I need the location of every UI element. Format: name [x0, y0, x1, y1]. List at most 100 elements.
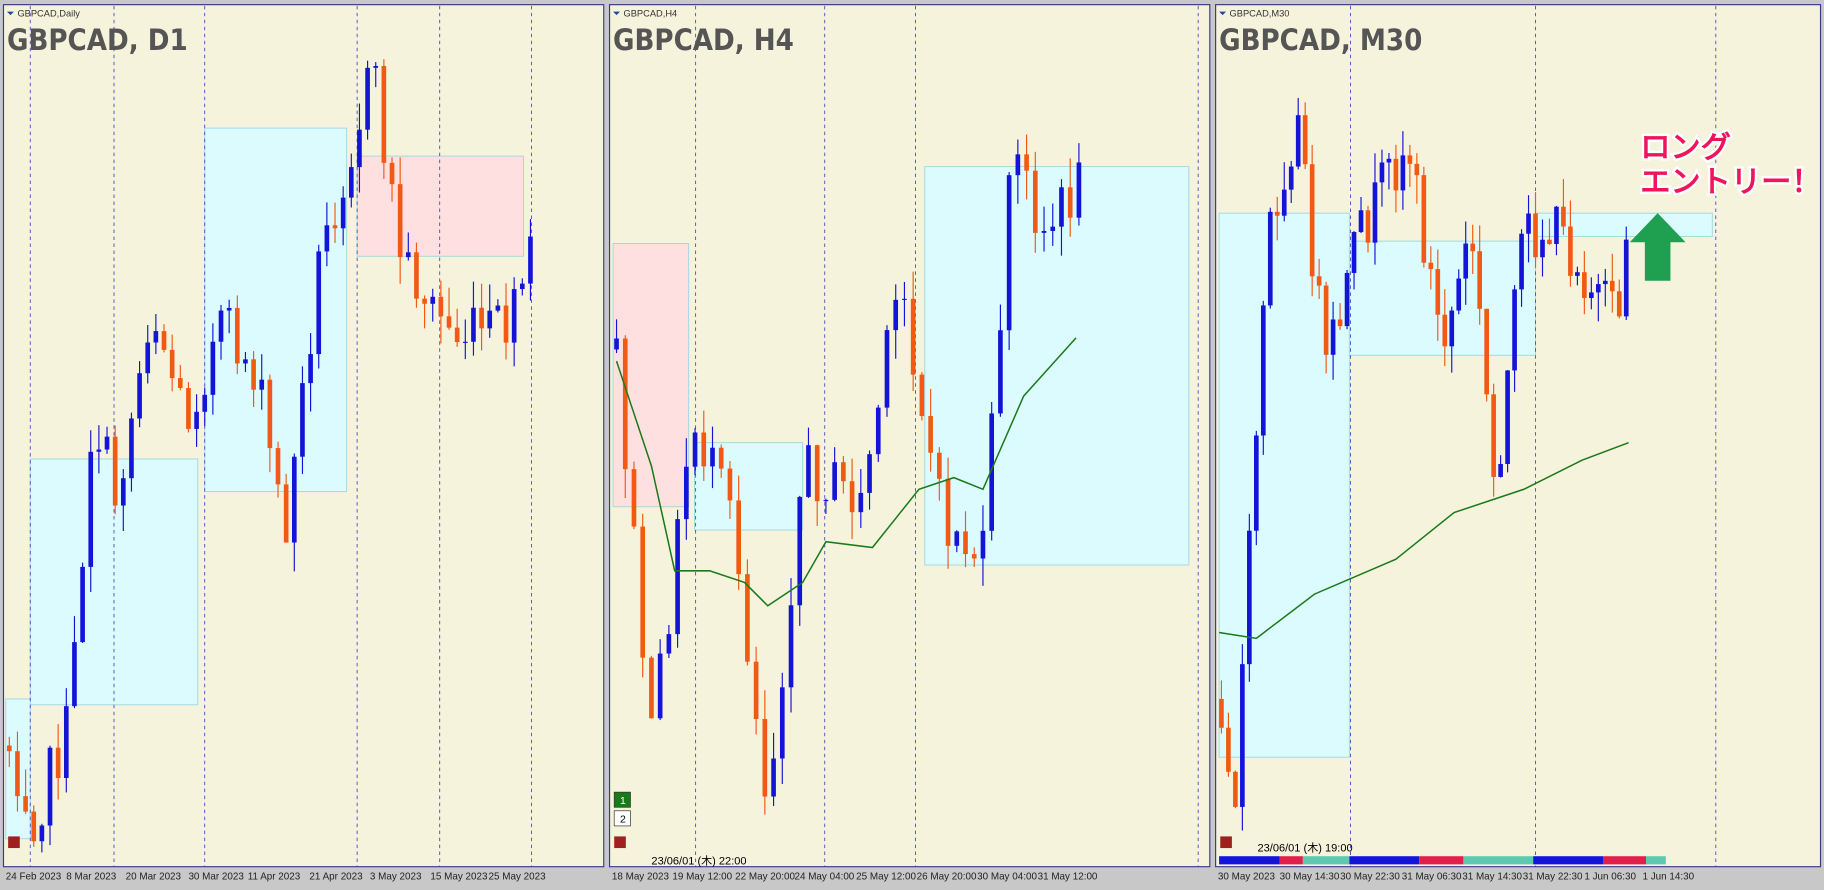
candle-body — [23, 796, 28, 812]
candle-body — [300, 383, 305, 457]
candle-body — [1302, 115, 1308, 165]
candle-body — [96, 449, 102, 452]
candle-body — [1059, 187, 1064, 227]
panel-title: GBPCAD, M30 — [1219, 23, 1422, 57]
candle-body — [684, 466, 689, 520]
candle-body — [1309, 164, 1315, 277]
time-label: 23/06/01 (木) 22:00 — [651, 854, 746, 867]
candle-body — [1260, 305, 1266, 436]
candle-body — [422, 298, 427, 304]
x-axis-label: 20 Mar 2023 — [126, 872, 182, 883]
candle-body — [15, 751, 20, 797]
candle-body — [1547, 239, 1552, 244]
numbered-button-label[interactable]: 2 — [620, 814, 626, 825]
candle-body — [47, 747, 53, 826]
annotation-text: エントリー！ — [1640, 165, 1821, 200]
candle-body — [454, 327, 460, 343]
candle-body — [1288, 166, 1294, 190]
candle-body — [806, 445, 811, 497]
candle-body — [1463, 243, 1469, 279]
x-axis-label: 24 May 04:00 — [795, 872, 855, 883]
x-axis-label: 15 May 2023 — [430, 872, 488, 883]
candle-body — [1407, 155, 1413, 164]
candle-body — [980, 530, 986, 559]
panel-title: GBPCAD, H4 — [613, 23, 794, 57]
candle-body — [1602, 280, 1608, 285]
session-bar — [1646, 856, 1666, 865]
candle-body — [753, 661, 759, 720]
x-axis-label: 25 May 2023 — [489, 872, 547, 883]
candle-body — [1484, 308, 1489, 395]
chart-panel: GBPCAD,H4 GBPCAD, H4 18 May 2023 19 May 12:… — [608, 4, 1211, 883]
candle-body — [1400, 155, 1406, 191]
candle-body — [202, 394, 208, 412]
header-arrow — [613, 11, 621, 16]
numbered-button[interactable] — [613, 791, 631, 808]
candle-body — [1456, 278, 1462, 311]
moving-average — [1218, 441, 1629, 640]
candle-body — [153, 331, 159, 343]
candle-body — [63, 706, 69, 779]
session-bar — [1349, 856, 1420, 865]
candle-body — [701, 432, 707, 467]
numbered-button[interactable] — [613, 810, 631, 827]
x-axis-label: 31 May 06:30 — [1402, 872, 1462, 883]
candle-body — [1032, 170, 1038, 233]
candle-body — [161, 331, 167, 350]
candle-body — [1498, 463, 1503, 477]
candle-body — [55, 747, 61, 779]
candle-body — [332, 225, 338, 229]
candle-body — [275, 448, 281, 485]
candle-body — [1379, 162, 1385, 183]
candle-body — [1372, 182, 1378, 243]
candle-body — [1050, 226, 1056, 231]
zone-box — [1218, 212, 1350, 758]
candle-body — [1358, 210, 1364, 233]
moving-average — [615, 337, 1077, 607]
candle-body — [145, 342, 151, 374]
candle-body — [1616, 291, 1622, 317]
candle-body — [324, 225, 330, 252]
candle-body — [954, 531, 960, 546]
time-label: 23/06/01 (木) 19:00 — [1257, 842, 1352, 855]
x-axis-label: 26 May 20:00 — [917, 872, 977, 883]
candle-body — [1386, 158, 1392, 163]
numbered-button-label[interactable]: 1 — [620, 796, 626, 807]
candle-body — [1281, 189, 1287, 216]
zone-box — [356, 155, 524, 257]
candle-body — [1533, 213, 1538, 258]
candle-body — [710, 447, 715, 467]
candle-body — [1554, 206, 1559, 244]
candle-body — [1568, 226, 1573, 276]
candle-body — [6, 745, 12, 752]
candle-body — [1274, 211, 1280, 216]
candle-body — [1024, 154, 1029, 171]
candle-body — [998, 330, 1003, 414]
candle-body — [194, 411, 199, 429]
session-bar — [1463, 856, 1534, 865]
candle-body — [814, 445, 820, 502]
candle-body — [841, 462, 846, 482]
candle-body — [1337, 319, 1343, 327]
candle-body — [797, 496, 803, 606]
candle-body — [657, 653, 663, 719]
candle-body — [745, 574, 750, 662]
x-axis-label: 22 May 20:00 — [735, 872, 795, 883]
entry-arrow — [1629, 213, 1686, 281]
x-axis-label: 24 Feb 2023 — [6, 872, 62, 883]
annotation-text: ロング — [1640, 130, 1731, 165]
candle-body — [1505, 370, 1510, 464]
header-arrow — [6, 11, 14, 16]
candle-body — [1067, 187, 1073, 218]
candle-body — [945, 478, 951, 546]
candle-body — [259, 379, 265, 390]
candle-body — [849, 481, 855, 513]
candle-body — [471, 307, 476, 342]
candle-body — [762, 719, 768, 797]
candle-body — [340, 197, 346, 229]
panel-header: GBPCAD,H4 — [624, 8, 678, 18]
candle-body — [503, 305, 509, 343]
candle-body — [251, 359, 256, 390]
candle-body — [640, 526, 646, 658]
x-axis-label: 18 May 2023 — [612, 872, 670, 883]
